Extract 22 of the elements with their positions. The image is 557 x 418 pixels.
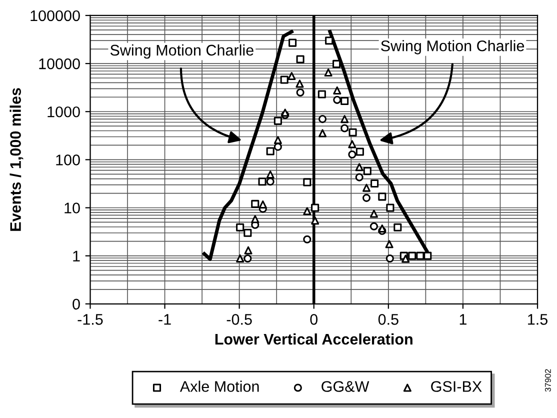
x-axis-title: Lower Vertical Acceleration	[215, 333, 412, 345]
x-tick-label: -1	[158, 314, 171, 325]
y-tick-label: 10000	[39, 58, 80, 70]
x-tick-label: 1	[460, 314, 466, 325]
y-tick-label: 10	[64, 202, 80, 214]
annotation: Swing Motion Charlie	[110, 44, 254, 59]
x-tick-label: 0.5	[378, 314, 398, 325]
y-tick-label: 100000	[30, 10, 80, 22]
y-tick-label: 0	[72, 298, 80, 310]
annotation: Swing Motion Charlie	[381, 40, 524, 54]
x-tick-label: -1.5	[78, 314, 103, 325]
x-tick-label: 0	[310, 314, 318, 325]
y-axis-title: Events / 1,000 miles	[10, 88, 24, 231]
x-tick-label: -0.5	[226, 314, 252, 325]
legend-label: GSI-BX	[431, 381, 482, 392]
legend-label: GG&W	[322, 381, 370, 392]
y-tick-label: 1	[73, 250, 80, 262]
x-tick-label: 1.5	[528, 314, 548, 325]
y-tick-label: 100	[56, 154, 80, 166]
y-tick-label: 1000	[48, 106, 80, 118]
text: 37902	[544, 369, 551, 392]
legend-label: Axle Motion	[180, 380, 259, 392]
